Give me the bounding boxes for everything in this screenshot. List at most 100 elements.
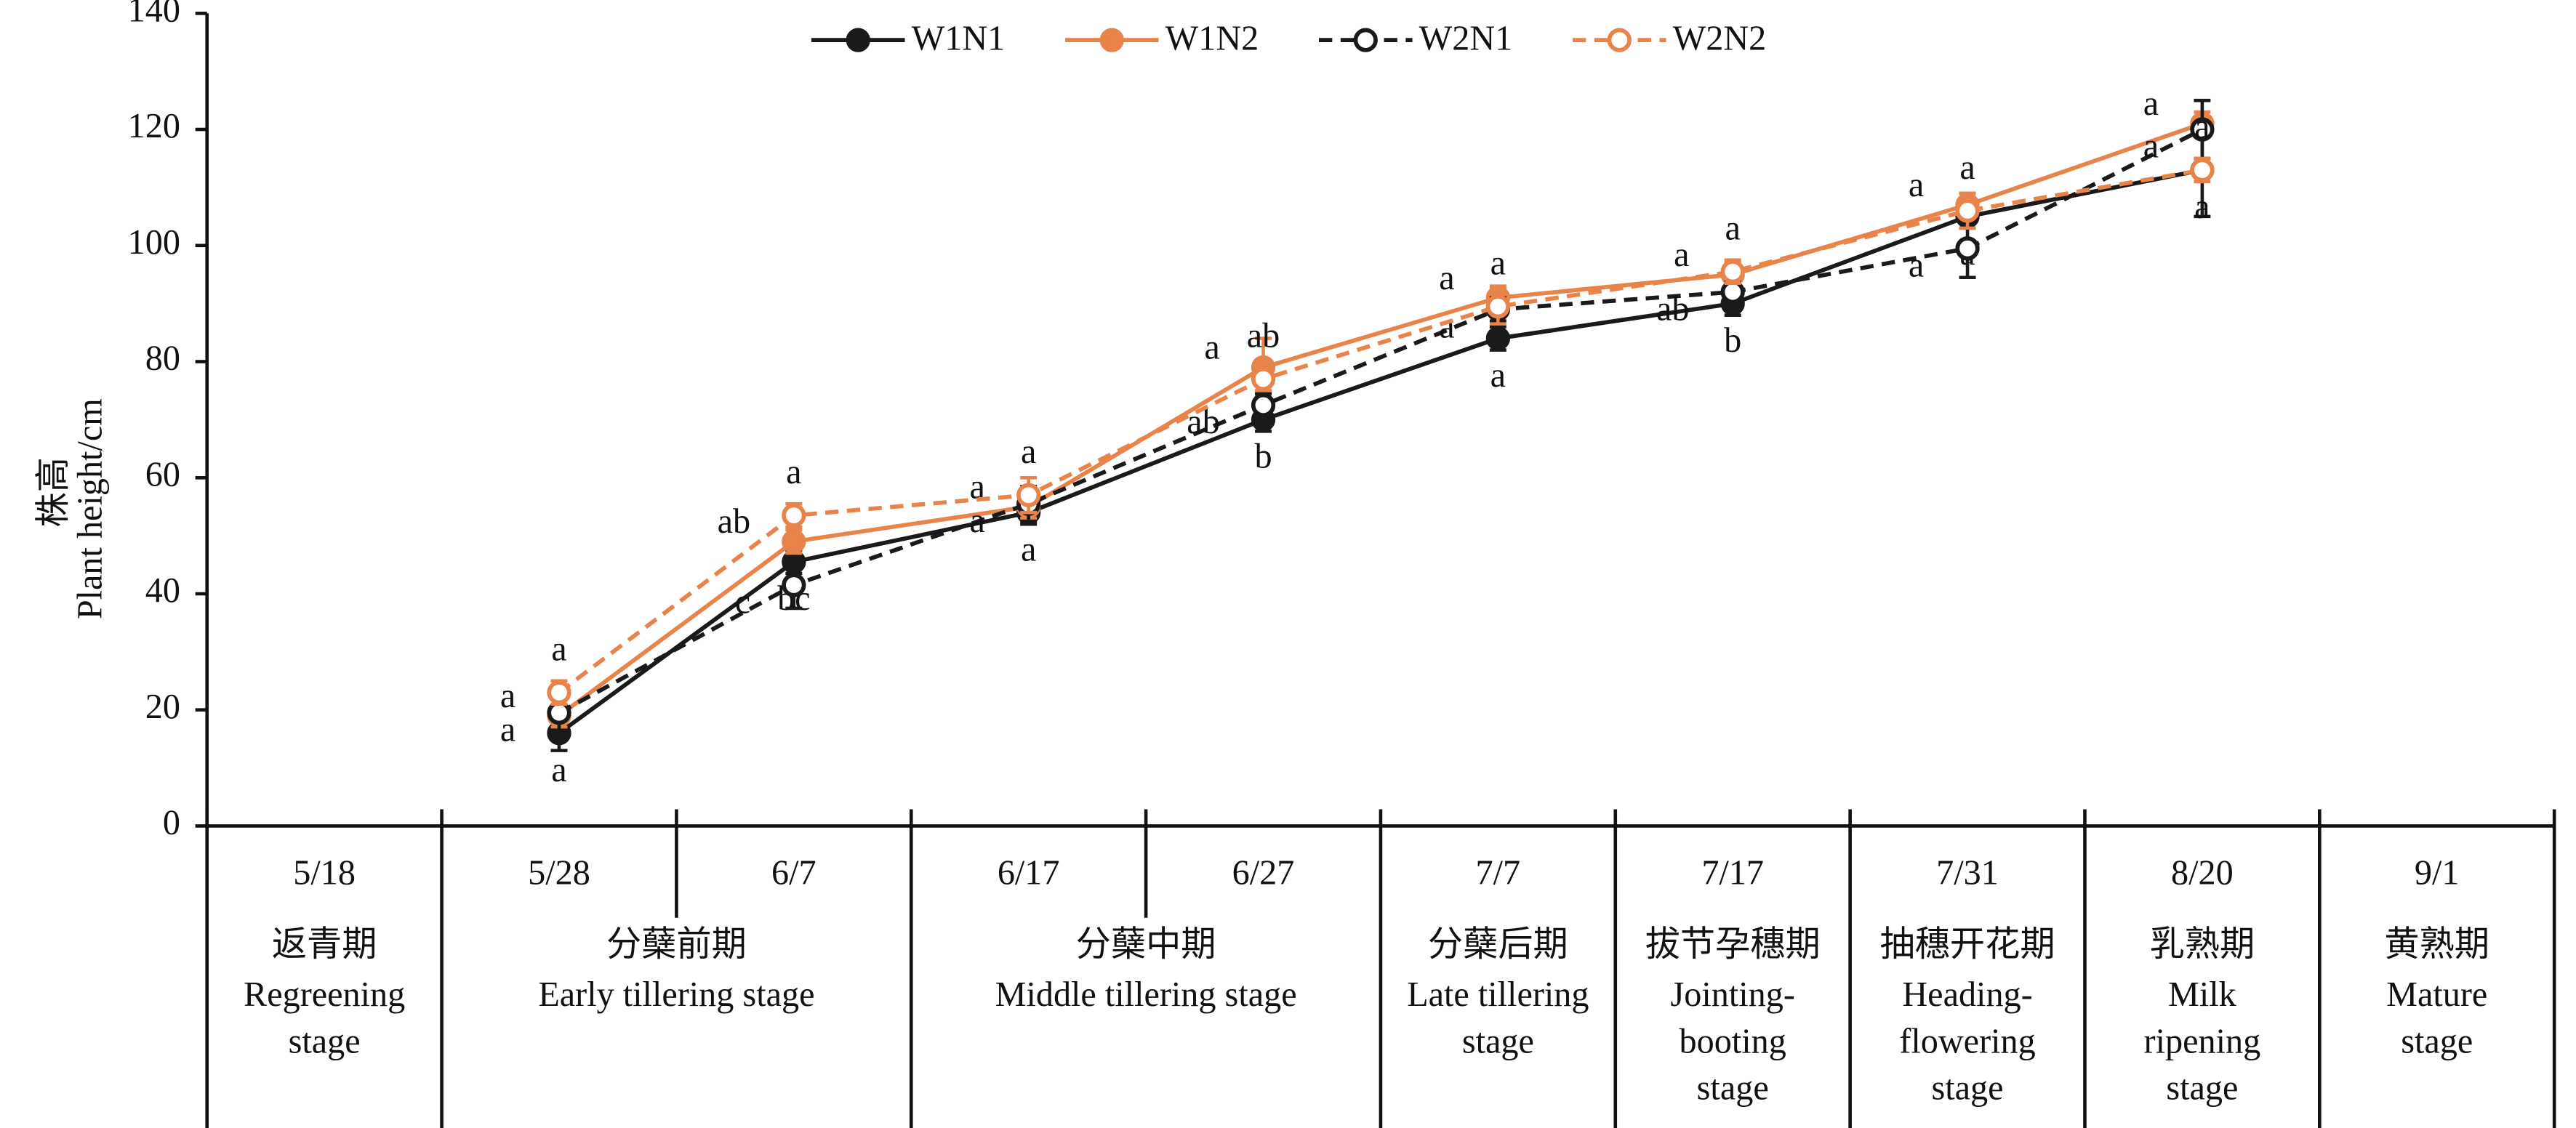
y-axis-title-zh: 株高 xyxy=(34,457,73,527)
y-tick-label: 20 xyxy=(145,688,180,726)
stage-label-en: Heading- xyxy=(1902,975,2032,1014)
significance-letter: a xyxy=(1021,530,1036,568)
stage-label-zh: 分蘖前期 xyxy=(606,925,747,964)
stage-label-en: Mature xyxy=(2386,975,2487,1014)
point xyxy=(547,701,571,725)
significance-letter: b xyxy=(1724,321,1741,360)
significance-letter: ab xyxy=(718,502,751,541)
stage-label-zh: 分蘖后期 xyxy=(1428,925,1568,964)
y-tick-label: 40 xyxy=(145,571,180,610)
significance-letter: a xyxy=(1439,259,1454,297)
stage-label-zh: 黄熟期 xyxy=(2384,925,2489,964)
stage-label-en: flowering xyxy=(1899,1022,2035,1060)
x-tick-label: 7/7 xyxy=(1476,853,1521,892)
significance-letter: ab xyxy=(1656,289,1690,328)
significance-letter: a xyxy=(1909,246,1924,284)
point xyxy=(1251,366,1276,392)
x-tick-label: 5/18 xyxy=(293,853,356,892)
point xyxy=(1251,392,1276,418)
point xyxy=(782,503,806,528)
significance-letter: a xyxy=(970,501,985,540)
significance-letter: a xyxy=(1490,356,1506,395)
significance-letter: a xyxy=(500,677,515,715)
legend-label: W2N2 xyxy=(1673,19,1767,57)
series-line xyxy=(558,168,2203,735)
stage-label-en: stage xyxy=(2401,1022,2473,1060)
x-tick-label: 8/20 xyxy=(2171,853,2234,892)
stage-label-en: stage xyxy=(1932,1069,2004,1108)
point xyxy=(2190,117,2215,142)
point xyxy=(782,573,806,597)
significance-letter: a xyxy=(551,751,566,789)
significance-letter: a xyxy=(1021,432,1036,471)
point xyxy=(1485,294,1511,319)
x-tick-label: 5/28 xyxy=(528,853,590,892)
significance-letter: a xyxy=(1674,235,1689,274)
significance-letter: a xyxy=(1439,307,1454,345)
stage-label-en: stage xyxy=(289,1022,361,1060)
legend-label: W2N1 xyxy=(1419,19,1513,57)
point xyxy=(1955,236,1980,261)
stage-label-en: stage xyxy=(1462,1022,1534,1060)
significance-letter: a xyxy=(2143,127,2159,166)
point xyxy=(782,529,806,554)
stage-label-zh: 拔节孕穗期 xyxy=(1645,925,1821,964)
significance-letter: a xyxy=(970,467,985,506)
significance-letter: a xyxy=(1490,244,1506,283)
significance-letter: a xyxy=(786,453,801,491)
x-tick-label: 6/27 xyxy=(1232,853,1295,892)
x-tick-label: 6/17 xyxy=(998,853,1060,892)
x-tick-label: 7/17 xyxy=(1701,853,1764,892)
point xyxy=(2190,158,2215,182)
stage-label-en: booting xyxy=(1680,1022,1786,1060)
point xyxy=(547,680,571,705)
stage-label-en: ripening xyxy=(2144,1022,2261,1060)
stage-label-zh: 分蘖中期 xyxy=(1076,925,1216,964)
point xyxy=(1720,259,1745,284)
significance-letter: c xyxy=(735,583,750,621)
legend-marker xyxy=(846,28,870,52)
legend-marker xyxy=(1099,28,1124,52)
legend-marker xyxy=(1353,28,1378,52)
stage-label-en: stage xyxy=(1697,1069,1769,1108)
y-tick-label: 0 xyxy=(163,804,180,842)
x-tick-label: 7/31 xyxy=(1936,853,1999,892)
x-tick-label: 9/1 xyxy=(2415,853,2460,892)
point xyxy=(1485,326,1511,351)
series-line xyxy=(558,121,2203,718)
point xyxy=(1720,280,1745,305)
stage-label-en: Jointing- xyxy=(1670,975,1794,1014)
significance-letter: a xyxy=(2194,188,2210,226)
significance-letter: a xyxy=(1959,148,1975,187)
significance-letter: a xyxy=(1725,209,1740,248)
significance-letter: a xyxy=(551,630,566,669)
y-axis-title: 株高 Plant height/cm xyxy=(34,398,110,619)
stage-label-en: Milk xyxy=(2168,975,2237,1014)
significance-letter: a xyxy=(500,710,515,749)
y-tick-label: 80 xyxy=(145,339,180,378)
series-line xyxy=(558,127,2204,715)
significance-letter: ab xyxy=(1247,316,1280,355)
series-line xyxy=(558,168,2203,695)
significance-letter: a xyxy=(2143,84,2159,123)
stage-label-en: Middle tillering stage xyxy=(995,975,1297,1014)
y-tick-label: 100 xyxy=(128,223,180,262)
stage-label-zh: 返青期 xyxy=(272,925,377,964)
stage-label-en: stage xyxy=(2166,1069,2238,1108)
stage-label-zh: 乳熟期 xyxy=(2150,925,2255,964)
y-tick-label: 120 xyxy=(128,107,180,145)
legend-label: W1N1 xyxy=(912,19,1006,57)
point xyxy=(1016,483,1041,507)
y-tick-label: 60 xyxy=(145,455,180,494)
stage-label-en: Late tillering xyxy=(1407,975,1589,1014)
stage-label-en: Regreening xyxy=(244,975,405,1014)
stage-label-zh: 抽穗开花期 xyxy=(1880,925,2055,964)
significance-letter: b xyxy=(1254,438,1272,476)
point xyxy=(1955,198,1980,223)
significance-letter: a xyxy=(2194,108,2210,146)
y-axis-title-en: Plant height/cm xyxy=(71,398,110,619)
significance-letter: a xyxy=(1909,166,1924,204)
y-tick-label: 140 xyxy=(128,0,180,29)
legend-label: W1N2 xyxy=(1165,19,1259,57)
